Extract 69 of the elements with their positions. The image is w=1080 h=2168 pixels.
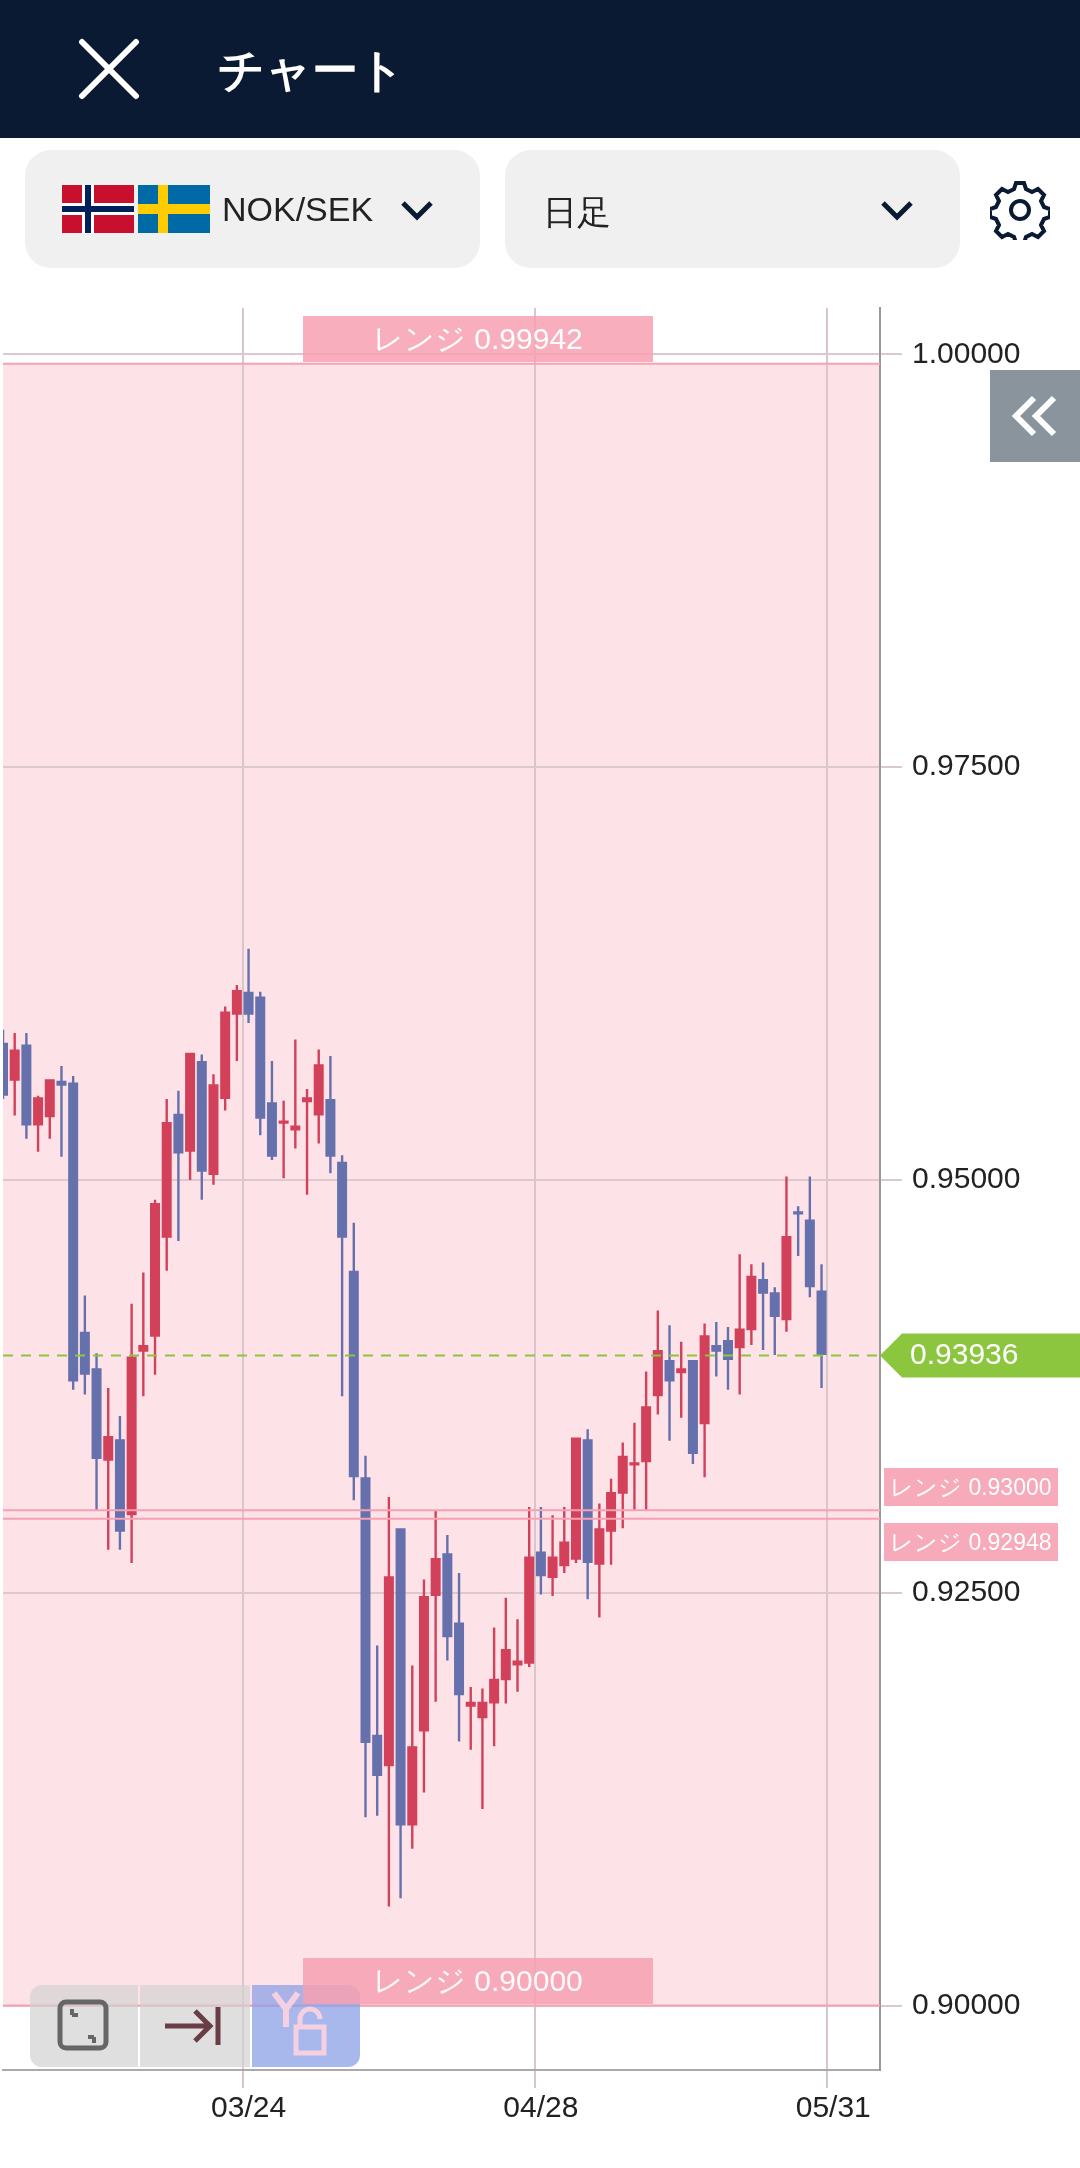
candlestick — [454, 1572, 465, 1742]
candlestick — [430, 1510, 441, 1702]
candlestick — [56, 1065, 67, 1157]
candlestick — [208, 1074, 219, 1185]
y-tick-label: 0.95000 — [912, 1161, 1021, 1195]
candlestick — [594, 1503, 605, 1618]
candlestick — [793, 1206, 804, 1256]
candlestick — [442, 1534, 453, 1661]
candlestick — [535, 1506, 546, 1595]
candlestick — [9, 1032, 20, 1116]
candlestick — [500, 1597, 511, 1704]
x-tick-label: 04/28 — [503, 2090, 579, 2124]
candlestick — [196, 1054, 207, 1200]
chart-title: チャート — [218, 43, 405, 98]
price-tag: レンジ 0.90000 — [303, 1957, 653, 2004]
candlestick — [231, 985, 242, 1062]
candlestick — [33, 1095, 44, 1152]
candlestick — [360, 1455, 371, 1818]
candlestick — [489, 1627, 500, 1747]
candlestick — [407, 1665, 418, 1849]
price-tag: レンジ 0.93000 — [884, 1468, 1058, 1507]
candlestick — [372, 1645, 383, 1816]
candlestick — [348, 1222, 359, 1501]
candlestick — [126, 1303, 137, 1564]
candlestick — [278, 1100, 289, 1179]
candlestick — [781, 1176, 792, 1332]
candlestick — [383, 1496, 394, 1907]
candlestick — [220, 1006, 231, 1111]
price-tag: レンジ 0.92948 — [884, 1522, 1058, 1561]
candlestick — [161, 1099, 172, 1271]
candlestick — [418, 1579, 429, 1793]
candlestick — [769, 1287, 780, 1355]
candlestick — [337, 1155, 348, 1397]
candlestick — [290, 1039, 301, 1149]
candlestick — [44, 1079, 55, 1139]
candlestick — [114, 1416, 125, 1550]
x-tick-label: 03/24 — [211, 2090, 287, 2124]
candlestick — [150, 1199, 161, 1375]
candlestick — [395, 1528, 406, 1899]
candlestick — [687, 1359, 698, 1464]
candlestick — [664, 1325, 675, 1441]
candlestick — [173, 1090, 184, 1242]
candlestick — [711, 1321, 722, 1377]
candlestick — [68, 1075, 79, 1390]
candlestick — [699, 1323, 710, 1478]
text: 日足 — [543, 192, 611, 233]
candlestick — [652, 1310, 663, 1415]
candlestick — [313, 1049, 324, 1144]
y-tick-label: 0.92500 — [912, 1574, 1021, 1608]
candlestick — [582, 1429, 593, 1600]
candlestick — [185, 1052, 196, 1180]
price-tag: レンジ 0.99942 — [303, 315, 653, 362]
candlestick — [138, 1272, 149, 1397]
x-tick-label: 05/31 — [795, 2090, 871, 2124]
candlestick — [570, 1437, 581, 1564]
candlestick — [641, 1371, 652, 1511]
candlestick — [758, 1262, 769, 1351]
y-tick-label: 1.00000 — [912, 335, 1021, 369]
candlestick — [804, 1176, 815, 1298]
candlestick — [91, 1353, 102, 1511]
chart-subtitle: NOK/SEK — [222, 190, 374, 229]
candlestick — [816, 1264, 827, 1388]
candlestick — [21, 1032, 32, 1139]
candlestick — [266, 1061, 277, 1161]
candlestick — [325, 1056, 336, 1174]
candlestick — [79, 1295, 90, 1395]
y-tick-label: 0.97500 — [912, 748, 1021, 782]
y-tick-label: 0.90000 — [912, 1986, 1021, 2020]
ref-line-label: 0.93936 — [910, 1336, 1019, 1370]
